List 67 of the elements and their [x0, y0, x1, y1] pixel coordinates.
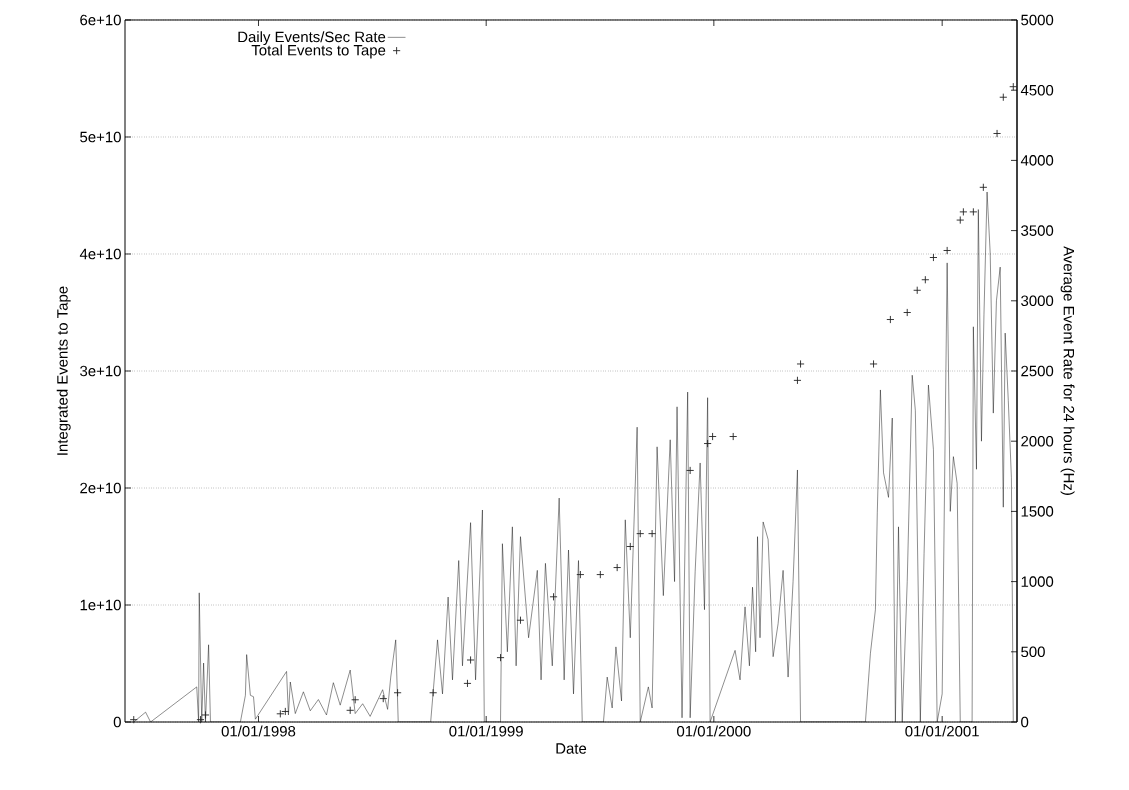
point [496, 654, 505, 662]
y2-axis-title: Average Event Rate for 24 hours (Hz) [1060, 246, 1075, 495]
y2-tick-label: 1000 [1021, 576, 1054, 587]
point [993, 129, 1001, 138]
point [1009, 83, 1017, 91]
x-tick-label: 01/01/2000 [677, 725, 751, 737]
y2-tick-label: 500 [1021, 646, 1045, 658]
point [956, 216, 964, 224]
point [346, 706, 354, 714]
point [636, 529, 644, 538]
point [281, 707, 289, 716]
y-tick-label: 0 [113, 716, 121, 728]
y2-tick-label: 3500 [1021, 225, 1054, 236]
y2-tick-label: 3000 [1021, 295, 1054, 307]
y-tick-label: 3e+10 [80, 365, 121, 377]
y2-tick-label: 4000 [1020, 155, 1054, 166]
point [549, 593, 558, 601]
point [999, 93, 1007, 101]
x-tick-label: 01/01/2001 [905, 725, 979, 737]
point [130, 716, 138, 724]
point [393, 689, 402, 697]
point [276, 710, 284, 718]
point [686, 466, 694, 475]
point [903, 308, 911, 317]
point [613, 563, 621, 572]
point [921, 276, 929, 284]
point [351, 696, 359, 704]
point [913, 286, 921, 294]
legend-label: Total Events to Tape [251, 44, 386, 59]
point [729, 432, 737, 441]
y-axis-title: Integrated Events to Tape [56, 286, 71, 455]
point [466, 656, 475, 664]
point [886, 315, 895, 324]
point [379, 694, 387, 703]
point [979, 183, 987, 191]
y-tick-label: 2e+10 [80, 482, 121, 494]
point [929, 253, 938, 262]
point [201, 711, 210, 719]
point [869, 360, 878, 368]
x-tick-label: 01/01/1998 [221, 725, 296, 737]
point [708, 432, 717, 441]
point [969, 208, 977, 216]
point [796, 360, 805, 368]
point [429, 689, 437, 697]
y2-tick-label: 1500 [1021, 506, 1054, 517]
point [648, 529, 656, 538]
point [626, 542, 634, 551]
point [943, 246, 951, 255]
y2-tick-label: 4500 [1020, 84, 1054, 96]
point [959, 208, 967, 216]
point [463, 679, 472, 688]
y2-tick-label: 0 [1021, 716, 1029, 728]
x-axis-title: Date [556, 743, 587, 754]
y-tick-label: 6e+10 [80, 14, 121, 26]
y-tick-label: 5e+10 [80, 131, 121, 143]
point [703, 439, 712, 448]
y2-tick-label: 2000 [1021, 435, 1054, 447]
point [576, 570, 584, 579]
point [596, 570, 604, 579]
y2-tick-label: 2500 [1021, 365, 1054, 377]
point [196, 716, 205, 724]
point [516, 616, 525, 624]
y2-tick-label: 5000 [1021, 14, 1054, 26]
y-tick-label: 1e+10 [80, 599, 121, 611]
x-tick-label: 01/01/1999 [449, 725, 523, 737]
y-tick-label: 4e+10 [79, 248, 121, 260]
point [793, 376, 802, 384]
